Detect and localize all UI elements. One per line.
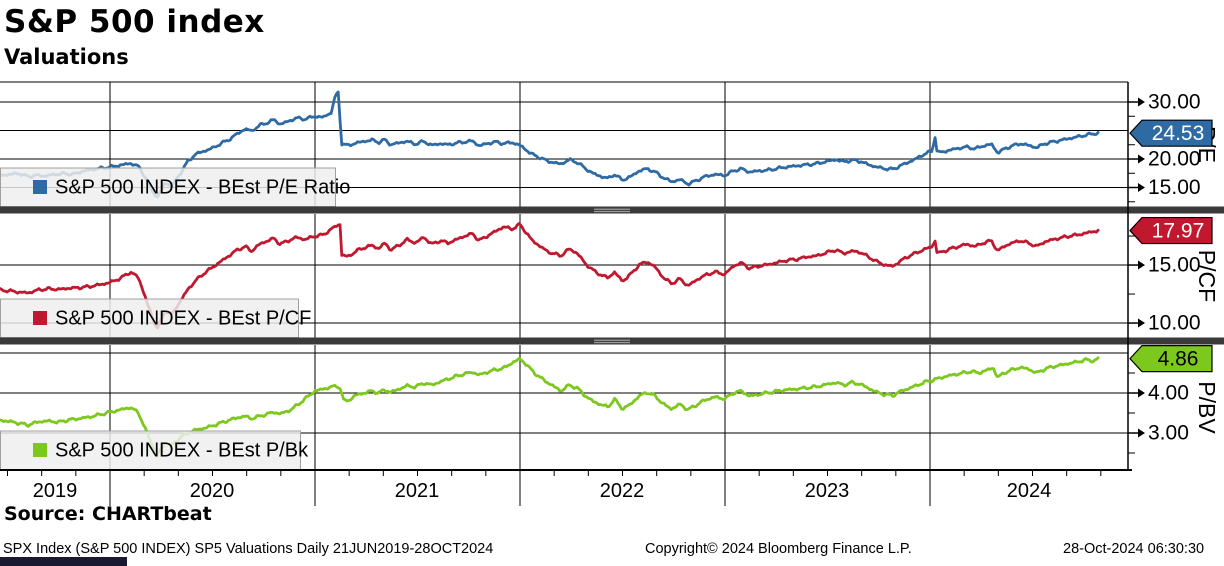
pe-legend-swatch — [33, 180, 47, 194]
panel-separator-2[interactable] — [0, 337, 1224, 345]
pe-tick-arrow — [1138, 154, 1145, 164]
pcf-last-value-label: 17.97 — [1152, 220, 1205, 243]
year-label-2023: 2023 — [805, 480, 850, 502]
pcf-tick-label: 15.00 — [1148, 254, 1201, 277]
pcf-axis-title: P/CF — [1194, 250, 1220, 302]
pe-tick-label: 30.00 — [1148, 91, 1201, 114]
pe-tick-label: 20.00 — [1148, 148, 1201, 171]
year-label-2019: 2019 — [33, 480, 78, 502]
pbv-last-value-badge — [1129, 345, 1213, 373]
pcf-tick-arrow — [1138, 260, 1145, 270]
page-title: S&P 500 index — [4, 4, 265, 40]
panel-separator-1[interactable] — [0, 206, 1224, 214]
year-label-2024: 2024 — [1007, 480, 1052, 502]
year-label-2020: 2020 — [190, 480, 235, 502]
year-label-2022: 2022 — [600, 480, 645, 502]
pbv-axis-title: P/BV — [1194, 381, 1220, 434]
pcf-legend-box[interactable] — [0, 298, 299, 338]
pbv-legend-label: S&P 500 INDEX - BEst P/Bk — [55, 439, 309, 461]
pe-legend-label: S&P 500 INDEX - BEst P/E Ratio — [55, 176, 350, 198]
pe-last-value-label: 24.53 — [1152, 122, 1205, 145]
pcf-legend-label: S&P 500 INDEX - BEst P/CF — [55, 307, 311, 329]
separator-grip-2[interactable] — [594, 339, 630, 341]
separator-grip-1[interactable] — [594, 208, 630, 210]
separator-grip-2[interactable] — [594, 341, 630, 344]
pe-tick-arrow — [1138, 97, 1145, 107]
pbv-tick-arrow — [1138, 388, 1145, 398]
timestamp: 28-Oct-2024 06:30:30 — [1063, 541, 1205, 557]
pe-legend-box[interactable] — [0, 167, 336, 207]
pbv-tick-label: 3.00 — [1148, 422, 1189, 445]
taskbar-fragment — [0, 557, 127, 566]
pbv-legend-swatch — [33, 443, 47, 457]
pbv-last-value-label: 4.86 — [1158, 348, 1199, 371]
page-subtitle: Valuations — [4, 45, 129, 69]
source-label: Source: CHARTbeat — [4, 503, 212, 525]
copyright-text: Copyright© 2024 Bloomberg Finance L.P. — [645, 541, 912, 557]
pcf-tick-label: 10.00 — [1148, 312, 1201, 335]
chart-description: SPX Index (S&P 500 INDEX) SP5 Valuations… — [3, 541, 494, 557]
separator-grip-1[interactable] — [594, 210, 630, 213]
pbv-tick-label: 4.00 — [1148, 382, 1189, 405]
pcf-last-value-badge — [1129, 216, 1213, 245]
pe-last-value-badge — [1129, 119, 1213, 147]
pbv-tick-arrow — [1138, 428, 1145, 438]
pcf-series-line — [0, 222, 1100, 330]
pe-tick-arrow — [1138, 183, 1145, 193]
year-label-2021: 2021 — [395, 480, 440, 502]
pcf-tick-arrow — [1138, 318, 1145, 328]
pcf-legend-swatch — [33, 311, 47, 325]
pe-tick-label: 15.00 — [1148, 176, 1201, 199]
